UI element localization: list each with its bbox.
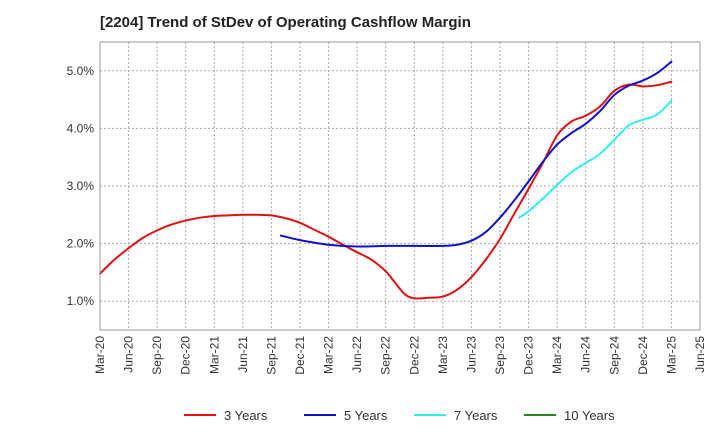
x-tick-label: Dec-22 bbox=[407, 336, 421, 375]
chart-title: [2204] Trend of StDev of Operating Cashf… bbox=[100, 14, 471, 31]
x-tick-label: Sep-24 bbox=[607, 336, 621, 375]
grid-lines bbox=[100, 42, 700, 330]
y-tick-label: 4.0% bbox=[67, 121, 95, 135]
y-tick-label: 3.0% bbox=[67, 179, 95, 193]
legend-label: 5 Years bbox=[344, 408, 388, 423]
x-tick-label: Jun-23 bbox=[464, 336, 478, 373]
x-tick-label: Dec-24 bbox=[636, 336, 650, 375]
legend-label: 7 Years bbox=[454, 408, 498, 423]
series-lines bbox=[99, 60, 673, 300]
legend: 3 Years 5 Years 7 Years 10 Years bbox=[184, 408, 615, 423]
y-tick-label: 5.0% bbox=[67, 64, 95, 78]
x-tick-label: Mar-24 bbox=[550, 336, 564, 374]
x-tick-label: Jun-24 bbox=[579, 336, 593, 373]
x-tick-label: Mar-22 bbox=[322, 336, 336, 374]
x-tick-label: Mar-25 bbox=[664, 336, 678, 374]
series-line-5-years bbox=[279, 60, 673, 248]
x-tick-label: Sep-22 bbox=[379, 336, 393, 375]
x-tick-label: Sep-23 bbox=[493, 336, 507, 375]
legend-item-7-years: 7 Years bbox=[414, 408, 498, 423]
x-tick-label: Dec-20 bbox=[179, 336, 193, 375]
legend-item-3-years: 3 Years bbox=[184, 408, 268, 423]
series-line-3-years bbox=[99, 80, 673, 300]
x-tick-label: Sep-21 bbox=[264, 336, 278, 375]
x-tick-label: Sep-20 bbox=[150, 336, 164, 375]
x-tick-label: Mar-21 bbox=[207, 336, 221, 374]
y-tick-label: 1.0% bbox=[67, 294, 95, 308]
legend-item-5-years: 5 Years bbox=[304, 408, 388, 423]
x-tick-label: Dec-23 bbox=[522, 336, 536, 375]
x-tick-label: Mar-23 bbox=[436, 336, 450, 374]
x-tick-label: Jun-20 bbox=[122, 336, 136, 373]
series-line-7-years bbox=[518, 99, 673, 219]
legend-label: 10 Years bbox=[564, 408, 615, 423]
y-tick-label: 2.0% bbox=[67, 237, 95, 251]
x-tick-label: Mar-20 bbox=[93, 336, 107, 374]
plot-frame bbox=[99, 41, 701, 331]
y-tick-labels: 1.0% 2.0% 3.0% 4.0% 5.0% bbox=[67, 64, 95, 308]
x-tick-label: Jun-22 bbox=[350, 336, 364, 373]
x-tick-label: Dec-21 bbox=[293, 336, 307, 375]
legend-label: 3 Years bbox=[224, 408, 268, 423]
x-tick-labels: Mar-20 Jun-20 Sep-20 Dec-20 Mar-21 Jun-21 Sep-… bbox=[93, 336, 707, 375]
x-tick-label: Jun-25 bbox=[693, 336, 707, 373]
x-tick-label: Jun-21 bbox=[236, 336, 250, 373]
legend-item-10-years: 10 Years bbox=[524, 408, 615, 423]
